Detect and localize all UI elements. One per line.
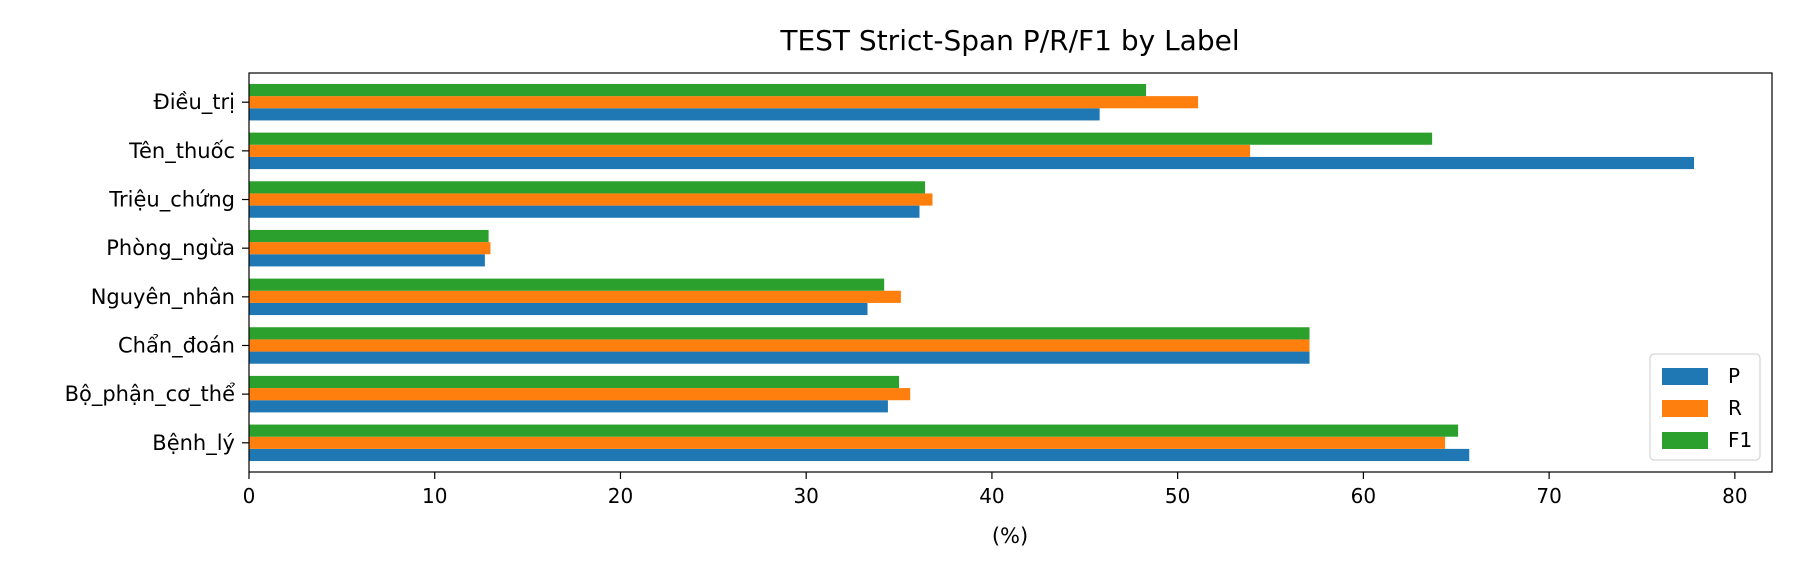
bar-f1-5 xyxy=(249,181,926,194)
x-tick-label: 80 xyxy=(1722,484,1747,508)
bar-f1-2 xyxy=(249,327,1310,340)
bar-f1-1 xyxy=(249,375,900,389)
bar-f1-4 xyxy=(249,229,489,243)
bar-p-2 xyxy=(249,351,1310,364)
chart-title: TEST Strict-Span P/R/F1 by Label xyxy=(779,24,1239,57)
legend-swatch-p xyxy=(1662,368,1708,385)
plot-area: 0 10 20 30 40 50 60 70 80 Bệnh_lý Bộ_phận_cơ_thể Ch… xyxy=(65,72,1773,508)
bar-p-1 xyxy=(249,400,888,413)
bar-f1-7 xyxy=(249,83,1147,97)
bar-p-7 xyxy=(249,108,1100,121)
bar-r-1 xyxy=(249,388,911,401)
x-axis-label: (%) xyxy=(992,524,1028,548)
y-tick-label: Bộ_phận_cơ_thể xyxy=(65,382,236,407)
x-tick-label: 30 xyxy=(793,484,818,508)
legend-swatch-f1 xyxy=(1662,432,1708,449)
y-tick-label: Bệnh_lý xyxy=(152,431,235,456)
y-tick-label: Điều_trị xyxy=(153,90,235,115)
x-tick-label: 60 xyxy=(1351,484,1376,508)
bar-r-5 xyxy=(249,193,933,206)
legend-label-p: P xyxy=(1728,364,1740,388)
y-tick-label: Tên_thuốc xyxy=(128,139,235,164)
y-tick-label: Chẩn_đoán xyxy=(118,333,235,358)
bar-p-6 xyxy=(249,156,1694,170)
x-tick-label: 20 xyxy=(608,484,633,508)
bar-p-4 xyxy=(249,254,485,267)
y-tick-label: Triệu_chứng xyxy=(108,188,235,213)
bar-p-3 xyxy=(249,302,868,316)
legend: PR F1 xyxy=(1649,353,1761,461)
y-tick-label: Phòng_ngừa xyxy=(106,236,235,261)
legend-label-r: R xyxy=(1728,396,1742,420)
bar-f1-6 xyxy=(249,132,1433,145)
bar-r-0 xyxy=(249,436,1446,449)
bar-r-2 xyxy=(249,339,1310,352)
x-tick-label: 50 xyxy=(1165,484,1190,508)
bar-p-0 xyxy=(249,448,1470,462)
bar-f1-0 xyxy=(249,424,1459,437)
bar-r-4 xyxy=(249,242,491,255)
x-tick-label: 40 xyxy=(979,484,1004,508)
bar-p-5 xyxy=(249,205,920,218)
legend-swatch-r xyxy=(1662,400,1708,417)
x-tick-label: 0 xyxy=(243,484,256,508)
plot-frame xyxy=(248,72,1773,473)
bar-r-3 xyxy=(249,290,901,303)
bar-r-6 xyxy=(249,144,1251,157)
legend-label-f1: F1 xyxy=(1728,428,1752,452)
x-tick-label: 70 xyxy=(1536,484,1561,508)
x-tick-label: 10 xyxy=(422,484,447,508)
bar-r-7 xyxy=(249,96,1199,109)
bar-f1-3 xyxy=(249,278,885,291)
y-tick-label: Nguyên_nhân xyxy=(91,285,235,310)
